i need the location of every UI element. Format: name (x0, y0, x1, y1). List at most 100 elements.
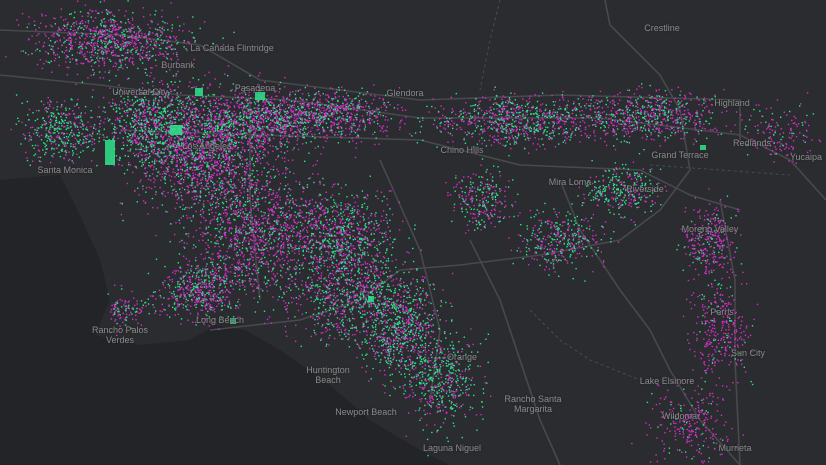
population-dot (190, 135, 192, 137)
population-dot (232, 165, 234, 167)
population-dot (141, 159, 143, 161)
population-dot (155, 137, 157, 139)
population-dot (230, 125, 232, 127)
population-dot (206, 157, 208, 159)
population-dot (111, 51, 113, 54)
population-dot (313, 115, 316, 117)
population-dot (191, 137, 193, 139)
population-dot (376, 115, 378, 117)
population-dot (164, 141, 166, 144)
population-dot (233, 126, 235, 128)
population-dot (144, 131, 146, 133)
population-dot (231, 158, 234, 161)
population-dot (171, 143, 174, 145)
population-dot (236, 116, 238, 118)
population-dot (182, 126, 184, 129)
population-dot (231, 279, 234, 282)
population-dot (289, 200, 291, 202)
population-dot (332, 110, 335, 112)
population-dot (186, 125, 189, 127)
population-dot (136, 137, 138, 139)
population-dot (259, 158, 262, 160)
population-dot (153, 42, 156, 44)
population-dot (194, 135, 197, 137)
population-dot (163, 162, 166, 164)
population-dot (334, 110, 336, 112)
population-dot (246, 123, 248, 125)
population-dot (256, 182, 258, 184)
population-dot (93, 72, 96, 74)
population-dot (164, 160, 166, 162)
population-dot (167, 122, 169, 124)
population-dot (366, 91, 369, 93)
population-dot (122, 45, 125, 47)
population-dot (245, 114, 248, 117)
population-dot (181, 177, 183, 179)
population-dot (126, 114, 129, 117)
population-dot (189, 132, 191, 134)
population-dot (371, 113, 373, 115)
population-dot (386, 135, 388, 137)
population-dot (378, 143, 380, 145)
population-dot (167, 148, 169, 150)
population-dot (295, 131, 298, 133)
population-dot (65, 50, 67, 52)
population-dot (357, 104, 359, 106)
population-dot (131, 34, 134, 36)
population-dot (237, 229, 239, 232)
population-dot (346, 103, 349, 105)
population-dot (339, 119, 342, 121)
population-dot (263, 138, 266, 140)
population-dot (357, 128, 359, 130)
population-dot (161, 160, 163, 162)
population-dot (170, 81, 173, 83)
population-dot (199, 113, 201, 115)
population-dot (227, 256, 229, 258)
population-dot (148, 38, 151, 40)
population-dot (255, 112, 257, 114)
population-dot (297, 148, 300, 151)
population-dot (359, 92, 361, 95)
population-dot (245, 121, 247, 123)
population-dot (188, 168, 191, 170)
population-dot (150, 113, 152, 116)
population-dot (153, 181, 155, 184)
population-dot (188, 108, 190, 110)
population-dot (220, 142, 223, 144)
population-dot (227, 206, 229, 209)
population-dot (165, 56, 168, 59)
population-dot (113, 24, 115, 26)
population-dot (252, 223, 254, 225)
population-dot (275, 109, 277, 111)
population-dot (255, 110, 258, 113)
population-dot (296, 139, 298, 142)
population-dot (202, 136, 204, 138)
population-dot (209, 143, 211, 145)
population-dot (145, 135, 148, 137)
population-dot (104, 26, 106, 29)
population-dot (266, 136, 268, 138)
population-dot (335, 131, 337, 134)
population-dot (171, 158, 173, 161)
population-dot (87, 60, 89, 62)
population-dot (238, 246, 240, 248)
population-dot (127, 49, 129, 51)
population-dot (167, 163, 169, 165)
population-dot (217, 157, 220, 159)
population-dot (254, 103, 257, 105)
population-dot (231, 115, 234, 118)
population-dot (63, 42, 65, 44)
population-dot (224, 73, 226, 75)
population-dot (348, 141, 350, 143)
population-dot (290, 111, 293, 113)
population-dot (226, 146, 229, 149)
population-dot (230, 170, 232, 172)
population-dot (173, 144, 175, 146)
population-dot (259, 150, 261, 153)
population-dot (77, 27, 79, 29)
population-dot (176, 92, 178, 94)
population-dot (173, 188, 176, 190)
population-dot (251, 124, 253, 126)
population-dot (280, 252, 282, 254)
